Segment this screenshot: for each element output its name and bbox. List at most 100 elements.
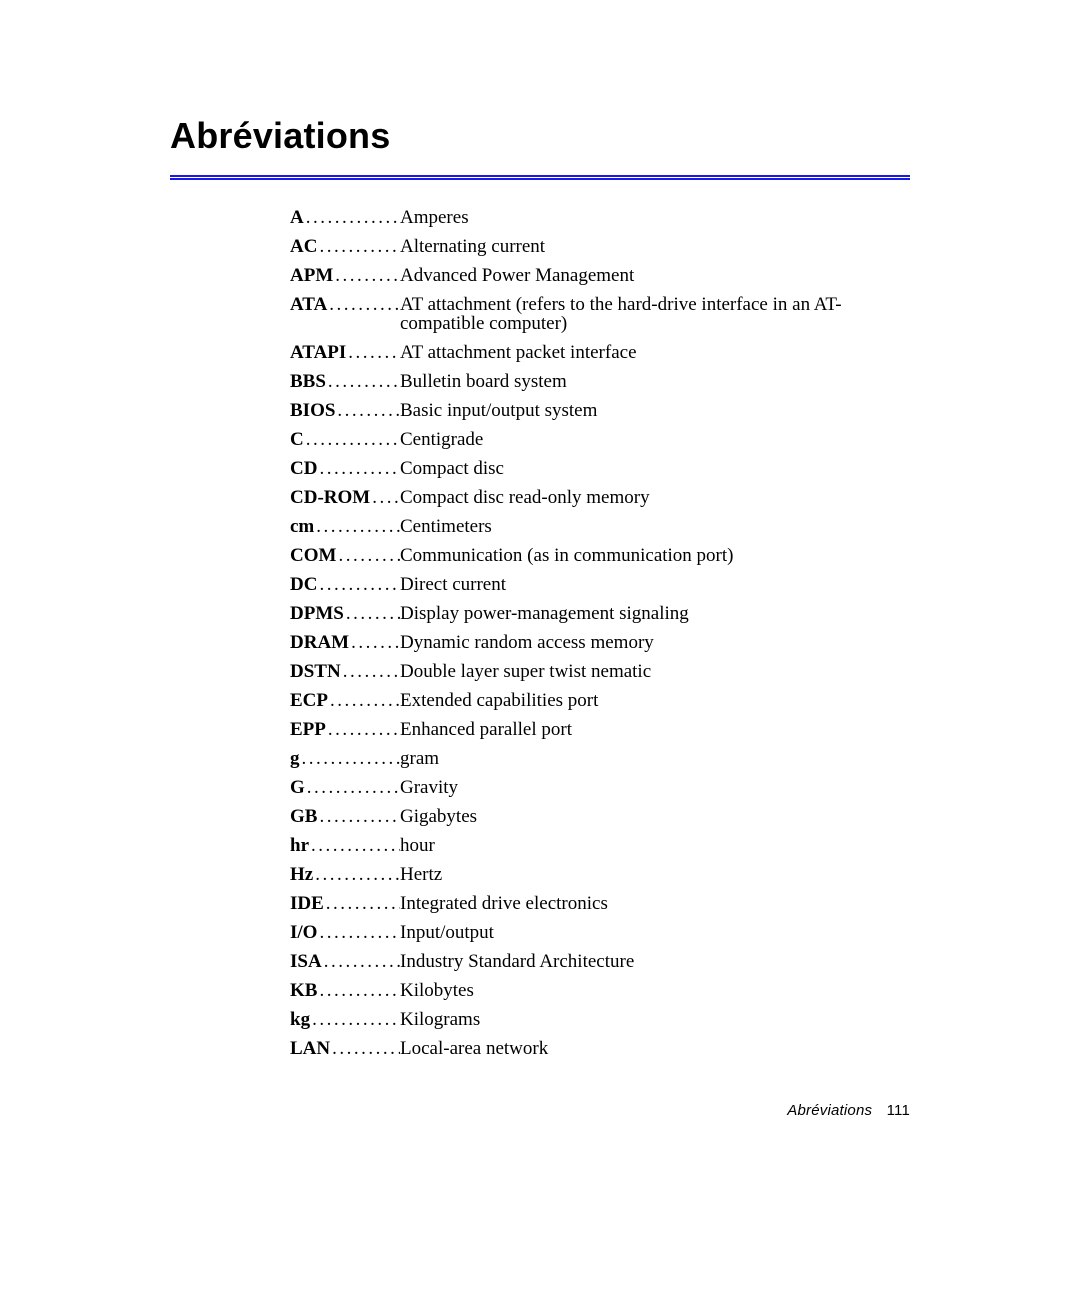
abbr-cell: A.......................................… — [290, 208, 400, 227]
abbr-term: IDE — [290, 894, 324, 913]
abbr-definition: Bulletin board system — [400, 372, 910, 391]
dot-leader: ........................................ — [337, 401, 400, 420]
abbr-term: kg — [290, 1010, 310, 1029]
abbr-definition: Gigabytes — [400, 807, 910, 826]
abbr-cell: DC......................................… — [290, 575, 400, 594]
abbr-cell: APM.....................................… — [290, 266, 400, 285]
abbr-entry: IDE.....................................… — [290, 894, 910, 913]
abbr-cell: CD-ROM..................................… — [290, 488, 400, 507]
abbr-entry: APM.....................................… — [290, 266, 910, 285]
abbr-entry: I/O.....................................… — [290, 923, 910, 942]
abbr-term: ATA — [290, 295, 327, 314]
abbr-entry: ATA.....................................… — [290, 295, 910, 333]
abbr-definition: Industry Standard Architecture — [400, 952, 910, 971]
abbr-definition: Centimeters — [400, 517, 910, 536]
abbr-definition: Advanced Power Management — [400, 266, 910, 285]
abbr-term: A — [290, 208, 304, 227]
abbr-definition: Compact disc read-only memory — [400, 488, 910, 507]
abbr-entry: COM.....................................… — [290, 546, 910, 565]
abbreviation-list: A.......................................… — [290, 208, 910, 1058]
abbr-definition: gram — [400, 749, 910, 768]
abbr-entry: KB......................................… — [290, 981, 910, 1000]
dot-leader: ........................................ — [316, 517, 400, 536]
abbr-entry: CD......................................… — [290, 459, 910, 478]
abbr-definition: Communication (as in communication port) — [400, 546, 910, 565]
abbr-cell: ATAPI...................................… — [290, 343, 400, 362]
page-footer: Abréviations 111 — [787, 1102, 910, 1119]
abbr-entry: AC......................................… — [290, 237, 910, 256]
abbr-term: I/O — [290, 923, 317, 942]
abbr-entry: A.......................................… — [290, 208, 910, 227]
abbr-definition: Input/output — [400, 923, 910, 942]
abbr-term: ISA — [290, 952, 322, 971]
abbr-term: LAN — [290, 1039, 330, 1058]
abbr-cell: Hz......................................… — [290, 865, 400, 884]
abbr-definition: Gravity — [400, 778, 910, 797]
abbr-entry: DSTN....................................… — [290, 662, 910, 681]
abbr-cell: ISA.....................................… — [290, 952, 400, 971]
abbr-term: Hz — [290, 865, 313, 884]
abbr-cell: I/O.....................................… — [290, 923, 400, 942]
abbr-cell: DSTN....................................… — [290, 662, 400, 681]
abbr-entry: hr......................................… — [290, 836, 910, 855]
abbr-definition: Dynamic random access memory — [400, 633, 910, 652]
abbr-cell: cm......................................… — [290, 517, 400, 536]
abbr-entry: ECP.....................................… — [290, 691, 910, 710]
abbr-definition: AT attachment packet interface — [400, 343, 910, 362]
abbr-cell: AC......................................… — [290, 237, 400, 256]
dot-leader: ........................................ — [319, 459, 400, 478]
dot-leader: ........................................ — [306, 430, 400, 449]
abbr-cell: BIOS....................................… — [290, 401, 400, 420]
abbr-cell: C.......................................… — [290, 430, 400, 449]
abbr-term: DSTN — [290, 662, 341, 681]
dot-leader: ........................................ — [306, 208, 400, 227]
abbr-cell: G.......................................… — [290, 778, 400, 797]
dot-leader: ........................................ — [311, 836, 400, 855]
dot-leader: ........................................ — [319, 575, 400, 594]
abbr-definition: Enhanced parallel port — [400, 720, 910, 739]
dot-leader: ........................................ — [338, 546, 400, 565]
abbr-definition: Kilobytes — [400, 981, 910, 1000]
abbr-entry: ATAPI...................................… — [290, 343, 910, 362]
abbr-definition: Hertz — [400, 865, 910, 884]
abbr-entry: DC......................................… — [290, 575, 910, 594]
abbr-entry: C.......................................… — [290, 430, 910, 449]
dot-leader: ........................................ — [312, 1010, 400, 1029]
abbr-entry: CD-ROM..................................… — [290, 488, 910, 507]
dot-leader: ........................................ — [328, 372, 400, 391]
abbr-term: GB — [290, 807, 317, 826]
abbr-entry: cm......................................… — [290, 517, 910, 536]
abbr-term: BBS — [290, 372, 326, 391]
abbr-cell: BBS.....................................… — [290, 372, 400, 391]
abbr-definition: Integrated drive electronics — [400, 894, 910, 913]
abbr-definition: Compact disc — [400, 459, 910, 478]
dot-leader: ........................................ — [319, 237, 400, 256]
abbr-entry: BIOS....................................… — [290, 401, 910, 420]
dot-leader: ........................................ — [343, 662, 400, 681]
abbr-definition: AT attachment (refers to the hard-drive … — [400, 295, 910, 333]
abbr-entry: LAN.....................................… — [290, 1039, 910, 1058]
abbr-term: DC — [290, 575, 317, 594]
abbr-term: CD-ROM — [290, 488, 370, 507]
dot-leader: ........................................ — [351, 633, 400, 652]
dot-leader: ........................................ — [330, 691, 400, 710]
abbr-term: ECP — [290, 691, 328, 710]
abbr-term: CD — [290, 459, 317, 478]
abbr-definition: Extended capabilities port — [400, 691, 910, 710]
abbr-definition: Amperes — [400, 208, 910, 227]
abbr-term: KB — [290, 981, 317, 1000]
abbr-cell: LAN.....................................… — [290, 1039, 400, 1058]
abbr-term: BIOS — [290, 401, 335, 420]
abbr-entry: DRAM....................................… — [290, 633, 910, 652]
dot-leader: ........................................ — [346, 604, 400, 623]
abbr-definition: Kilograms — [400, 1010, 910, 1029]
abbr-cell: kg......................................… — [290, 1010, 400, 1029]
abbr-definition: Double layer super twist nematic — [400, 662, 910, 681]
dot-leader: ........................................ — [329, 295, 400, 314]
abbr-entry: DPMS....................................… — [290, 604, 910, 623]
dot-leader: ........................................ — [332, 1039, 400, 1058]
abbr-entry: g.......................................… — [290, 749, 910, 768]
abbr-cell: KB......................................… — [290, 981, 400, 1000]
abbr-term: COM — [290, 546, 336, 565]
abbr-definition: hour — [400, 836, 910, 855]
